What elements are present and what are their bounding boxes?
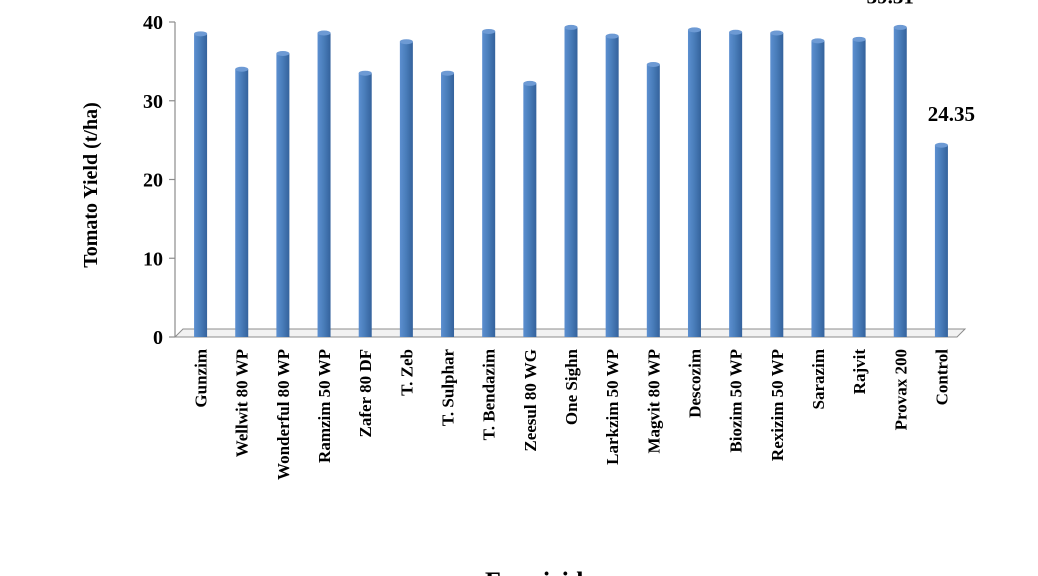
- bar-top-cap: [770, 30, 784, 36]
- bar-magvit-80-wp: [646, 62, 660, 338]
- bar: [194, 33, 208, 337]
- bar-larkzim-50-wp: [605, 33, 619, 338]
- bar-t-zeb: [399, 39, 413, 337]
- x-tick-label: Biozim 50 WP: [727, 349, 746, 453]
- bar-top-cap: [441, 70, 455, 76]
- x-tick-label: Wellwit 80 WP: [233, 349, 252, 457]
- x-tick-label: Magvit 80 WP: [644, 349, 663, 454]
- bar-top-cap: [646, 62, 660, 68]
- bar-ramzim-50-wp: [317, 30, 331, 338]
- bar: [893, 27, 907, 338]
- bar-rajvit: [852, 36, 866, 337]
- x-tick-label: Control: [932, 349, 951, 406]
- bar-control: [934, 142, 948, 337]
- bar-top-cap: [276, 51, 290, 56]
- bar-top-cap: [482, 28, 496, 34]
- x-tick-label: Ramzim 50 WP: [315, 349, 334, 463]
- bar: [523, 83, 537, 337]
- bar: [729, 32, 743, 338]
- bar: [687, 29, 701, 337]
- bar: [317, 33, 331, 338]
- bar-top-cap: [399, 39, 413, 45]
- x-tick-label: Descozim: [685, 349, 704, 418]
- data-label: 24.35: [928, 102, 975, 126]
- bar-zafer-80-df: [358, 70, 372, 337]
- y-tick-label: 40: [143, 12, 163, 34]
- bar-top-cap: [235, 66, 249, 72]
- bar-top-cap: [687, 27, 701, 33]
- x-tick-label: Provax 200: [891, 349, 910, 430]
- bar-top-cap: [729, 29, 743, 35]
- x-tick-label: T. Bendazim: [480, 349, 499, 440]
- bar-top-cap: [605, 33, 619, 39]
- bar: [646, 64, 660, 338]
- bar: [276, 53, 290, 337]
- bar: [605, 36, 619, 338]
- data-label: 39.31: [867, 0, 914, 8]
- y-axis-title: Tomato Yield (t/ha): [80, 102, 102, 268]
- bar: [235, 69, 249, 337]
- bar-wonderful-80-wp: [276, 51, 290, 337]
- bar: [441, 73, 455, 337]
- bar-provax-200: [893, 24, 907, 338]
- x-tick-label: Rajvit: [850, 349, 869, 395]
- x-tick-label: T. Zeb: [397, 349, 416, 396]
- x-tick-label: Larkzim 50 WP: [603, 349, 622, 465]
- y-tick-label: 0: [153, 327, 163, 349]
- bar-sarazim: [811, 38, 825, 338]
- x-tick-label: Wonderful 80 WP: [274, 349, 293, 480]
- x-tick-label: Gunzim: [192, 349, 211, 408]
- bar: [852, 39, 866, 337]
- bar: [399, 41, 413, 337]
- y-tick-label: 30: [143, 91, 163, 113]
- x-tick-label: Sarazim: [809, 349, 828, 409]
- bar-t-bendazim: [482, 28, 496, 337]
- x-tick-label: One Sighn: [562, 348, 581, 425]
- bar-top-cap: [523, 80, 537, 86]
- bar-descozim: [687, 27, 701, 337]
- x-tick-label: Rexizim 50 WP: [768, 349, 787, 461]
- x-tick-label: T. Sulphar: [439, 349, 458, 427]
- bar-top-cap: [852, 36, 866, 42]
- x-axis-title: Fungicides: [485, 567, 605, 576]
- bar-wellwit-80-wp: [235, 66, 249, 337]
- bar-rexizim-50-wp: [770, 30, 784, 338]
- bar-top-cap: [358, 70, 372, 76]
- bar: [482, 31, 496, 337]
- bar-top-cap: [934, 142, 948, 148]
- bar: [564, 27, 578, 338]
- bar-zeesul-80-wg: [523, 80, 537, 337]
- y-tick-label: 20: [143, 170, 163, 192]
- x-tick-label: Zafer 80 DF: [356, 349, 375, 437]
- y-tick-label: 10: [143, 248, 163, 270]
- bar: [358, 73, 372, 337]
- bar-top-cap: [194, 31, 208, 37]
- bar-gunzim: [194, 31, 208, 337]
- bar: [811, 40, 825, 338]
- bar-top-cap: [893, 24, 907, 30]
- bar: [770, 33, 784, 338]
- bar-biozim-50-wp: [729, 29, 743, 338]
- bar-top-cap: [564, 24, 578, 30]
- bar-one-sighn: [564, 24, 578, 338]
- bar: [934, 145, 948, 337]
- bar-t-sulphar: [441, 70, 455, 337]
- x-tick-label: Zeesul 80 WG: [521, 349, 540, 452]
- bar-top-cap: [317, 30, 331, 36]
- bar-top-cap: [811, 38, 825, 44]
